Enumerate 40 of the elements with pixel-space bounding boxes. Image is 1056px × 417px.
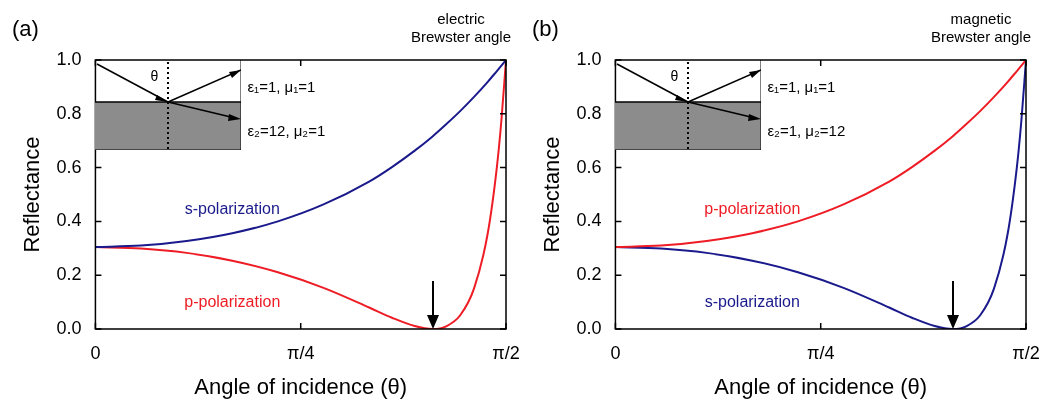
line-series	[95, 60, 506, 329]
y-tick-label: 1.0	[56, 48, 82, 69]
annotation: ε₂=12, μ₂=1	[247, 122, 326, 139]
y-tick-label: 0.8	[576, 102, 602, 123]
series-label: s-polarization	[704, 293, 800, 311]
x-tick-label: π/2	[1012, 342, 1040, 363]
x-tick-label: π/4	[286, 342, 315, 363]
y-tick-label: 0.4	[56, 210, 82, 231]
x-tick-label: π/4	[806, 342, 835, 363]
series-label: p-polarization	[704, 199, 801, 217]
annotation: ε₂=1, μ₂=12	[767, 122, 846, 139]
series-label: s-polarization	[184, 199, 280, 217]
annotation: θ	[670, 68, 679, 84]
x-axis-title: Angle of incidence (θ)	[714, 373, 928, 399]
series-label: p-polarization	[184, 293, 281, 311]
y-tick-label: 0.6	[56, 156, 82, 177]
x-axis-title: Angle of incidence (θ)	[194, 373, 408, 399]
y-tick-label: 0.2	[576, 264, 602, 285]
y-axis-title: Reflectance	[19, 136, 45, 253]
line-series	[615, 60, 1026, 329]
line-series	[615, 60, 1026, 248]
x-tick-label: 0	[90, 342, 101, 363]
y-axis-title: Reflectance	[539, 136, 565, 253]
annotation: θ	[150, 68, 159, 84]
x-tick-label: π/2	[492, 342, 520, 363]
annotation: ε₁=1, μ₁=1	[767, 78, 836, 95]
line-series	[95, 60, 506, 248]
text: electric Brewster angle	[410, 10, 512, 45]
text: magnetic Brewster angle	[929, 10, 1033, 46]
y-tick-label: 0.4	[576, 210, 602, 231]
y-tick-label: 0.8	[56, 102, 82, 123]
y-tick-label: 0.6	[576, 156, 602, 177]
x-tick-label: 0	[610, 342, 621, 363]
y-tick-label: 1.0	[576, 48, 602, 69]
y-tick-label: 0.0	[56, 317, 82, 338]
annotation: ε₁=1, μ₁=1	[247, 78, 316, 95]
text: (a)	[12, 16, 39, 42]
y-tick-label: 0.0	[576, 317, 602, 338]
text: (b)	[532, 16, 559, 42]
y-tick-label: 0.2	[56, 264, 82, 285]
